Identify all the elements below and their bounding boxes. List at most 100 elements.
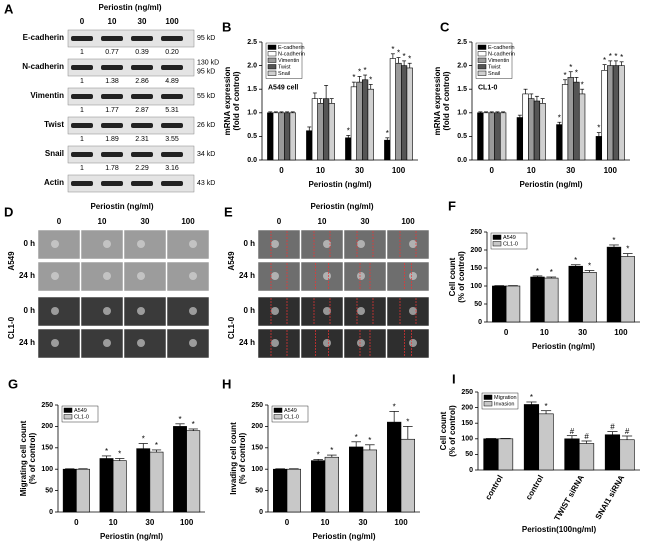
cell-cluster: [409, 307, 417, 315]
x-tick-label: 10: [109, 518, 118, 527]
y-tick-label: 200: [251, 423, 263, 430]
cell-cluster: [357, 307, 365, 315]
cell-cluster: [323, 272, 331, 280]
quant-label: 0.77: [105, 49, 119, 56]
y-tick-label: 100: [461, 436, 473, 443]
bar: [488, 112, 495, 161]
y-tick-label: 0: [478, 319, 482, 326]
blot-band: [71, 152, 93, 157]
legend-label: Migration: [494, 395, 517, 401]
blot-band: [101, 94, 123, 99]
bar: [367, 88, 374, 161]
significance: *: [118, 450, 121, 459]
image-tile: [343, 261, 387, 292]
bar: [350, 86, 357, 161]
significance: *: [603, 56, 606, 65]
bar: [567, 77, 574, 161]
significance: *: [530, 393, 533, 402]
bar: [604, 434, 621, 471]
protein-label: E-cadherin: [23, 33, 64, 42]
legend-label: CL1-0: [503, 241, 518, 247]
legend-swatch: [267, 64, 277, 70]
quant-label: 1: [80, 165, 84, 172]
x-axis-label: Periostin (ng/ml): [312, 532, 375, 541]
legend-label: Vimentin: [278, 58, 299, 64]
protein-label: N-cadherin: [22, 62, 64, 71]
legend-label: N-cadherin: [488, 51, 515, 57]
y-tick-label: 100: [251, 466, 263, 473]
y-tick-label: 250: [41, 402, 53, 409]
legend-swatch: [477, 57, 487, 63]
cell-cluster: [51, 240, 59, 248]
bar: [606, 246, 622, 323]
image-column: 100: [401, 217, 415, 226]
significance: *: [558, 113, 561, 122]
image-tile: [80, 328, 124, 359]
image-tile: [166, 229, 210, 260]
image-tile: [257, 261, 301, 292]
group-label: A549: [227, 251, 236, 271]
y-tick-label: 150: [41, 445, 53, 452]
blot-header: Periostin (ng/ml): [98, 3, 161, 12]
bar: [482, 112, 490, 161]
blot-band: [161, 36, 183, 41]
bar: [323, 98, 330, 161]
x-tick-label: 30: [566, 166, 575, 175]
blot-band: [101, 36, 123, 41]
significance: *: [317, 450, 320, 459]
bar: [494, 112, 501, 161]
row-label: 0 h: [243, 239, 255, 248]
legend-swatch: [273, 407, 283, 413]
legend-label: E-cadherin: [488, 45, 515, 51]
significance: *: [347, 127, 350, 136]
row-label: 24 h: [19, 338, 35, 347]
image-column: 0: [277, 217, 282, 226]
blot-band: [131, 94, 153, 99]
significance: *: [575, 69, 578, 78]
bar: [607, 65, 614, 161]
y-axis-label: Invading cell count: [229, 422, 238, 495]
cell-cluster: [409, 272, 417, 280]
significance: *: [105, 447, 108, 456]
bar: [311, 98, 318, 161]
quant-label: 0.39: [135, 49, 149, 56]
cell-cluster: [51, 307, 59, 315]
image-tile: [80, 229, 124, 260]
y-tick-label: 50: [465, 451, 473, 458]
x-tick-label: 30: [578, 328, 587, 337]
quant-label: 1: [80, 136, 84, 143]
significance: *: [397, 49, 400, 58]
size-label: 43 kD: [197, 180, 215, 187]
blot-band: [131, 36, 153, 41]
bar: [619, 439, 635, 471]
cell-cluster: [189, 240, 197, 248]
annotation: A549 cell: [268, 84, 298, 91]
image-header: Periostin (ng/ml): [310, 202, 373, 211]
panel-letter: F: [448, 198, 456, 213]
bar: [556, 124, 563, 161]
blot-band: [161, 123, 183, 128]
significance: *: [355, 433, 358, 442]
image-tile: [386, 328, 430, 359]
blot-band: [131, 181, 153, 186]
y-tick-label: 0.0: [247, 157, 257, 164]
significance: *: [369, 76, 372, 85]
significance: *: [352, 73, 355, 82]
y-tick-label: 100: [470, 283, 482, 290]
bar: [505, 285, 521, 323]
legend-swatch: [477, 44, 487, 50]
quant-label: 1.78: [105, 165, 119, 172]
x-tick-label: 10: [316, 166, 325, 175]
panel-letter: E: [224, 204, 233, 219]
panel-letter: A: [4, 1, 14, 16]
bar: [267, 112, 274, 161]
y-tick-label: 0.5: [247, 133, 257, 140]
bar: [149, 451, 164, 513]
significance: *: [550, 268, 553, 277]
legend-swatch: [477, 64, 487, 70]
significance: #: [584, 432, 589, 441]
significance: *: [536, 267, 539, 276]
panel-letter: C: [440, 19, 450, 34]
significance: *: [581, 80, 584, 89]
y-tick-label: 200: [41, 423, 53, 430]
